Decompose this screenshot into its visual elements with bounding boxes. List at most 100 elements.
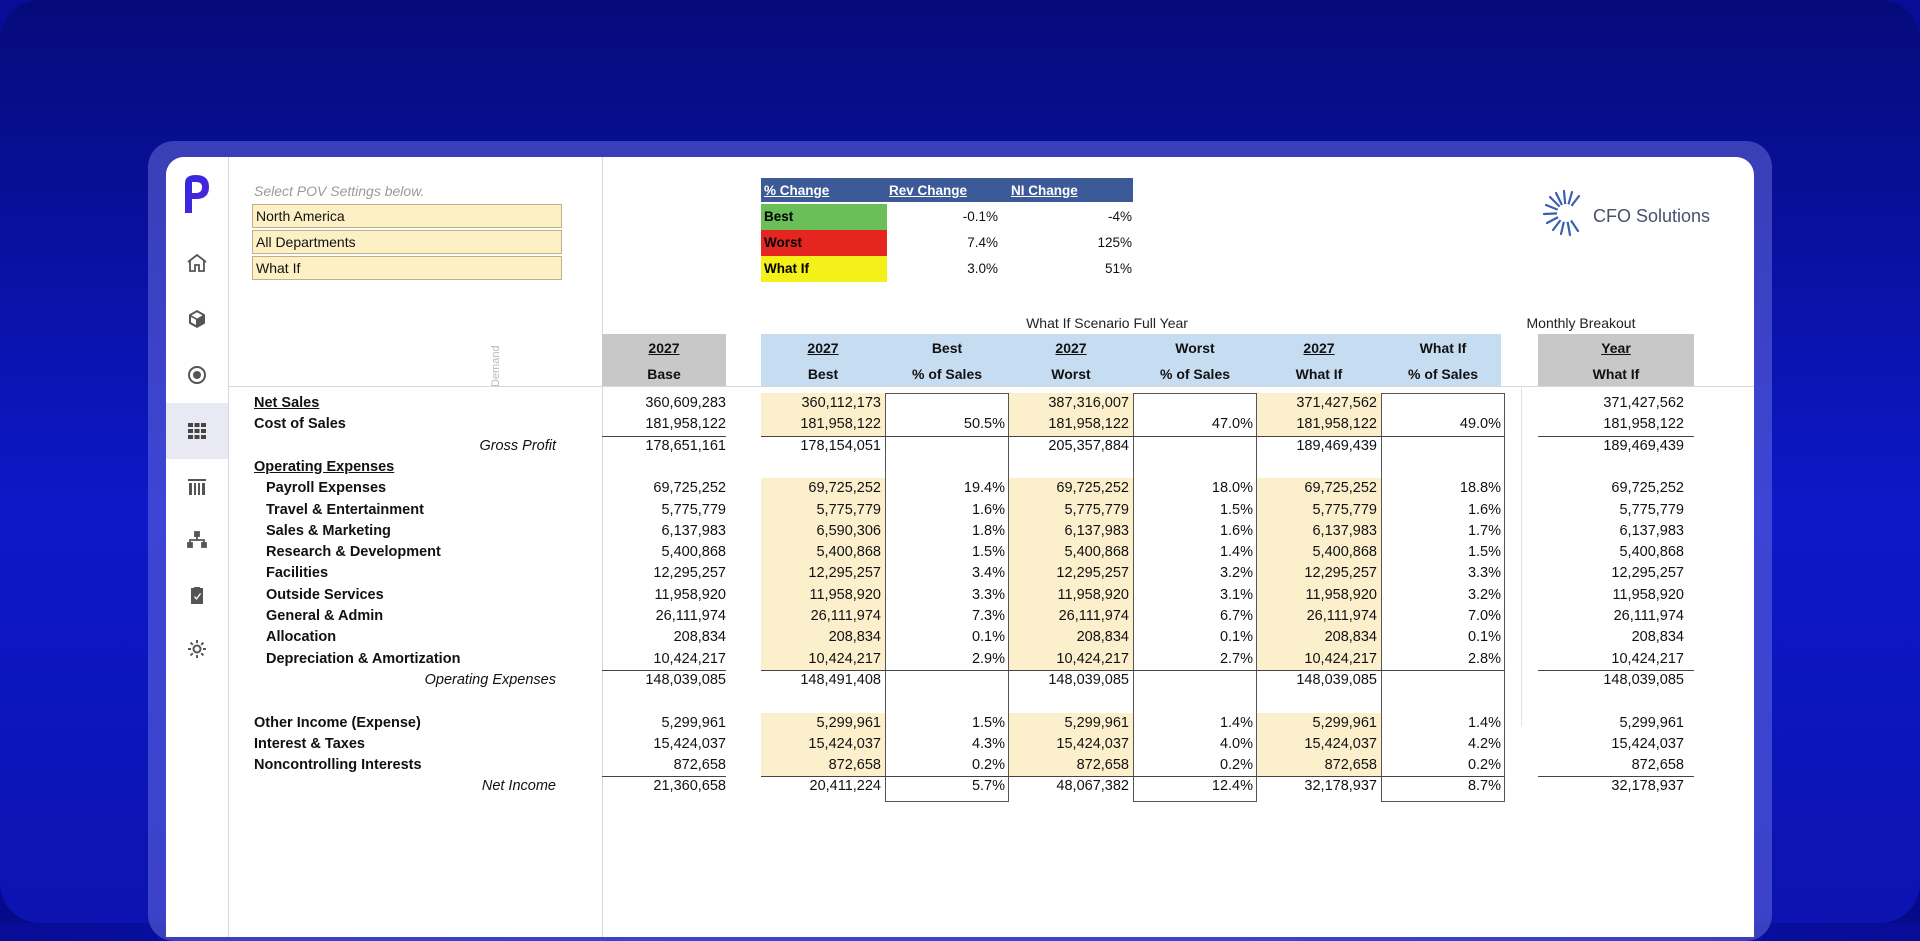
pct-column-box xyxy=(1133,393,1257,802)
whatif-pct-bottom: % of Sales xyxy=(1407,366,1479,382)
nav-target[interactable] xyxy=(166,351,228,399)
best-pct-cell: 2.9% xyxy=(971,650,1005,667)
total-rule xyxy=(761,776,1009,778)
pov-hint: Select POV Settings below. xyxy=(254,183,425,199)
header-divider xyxy=(228,386,1754,387)
best-cell-bg xyxy=(761,606,885,628)
row-label: Allocation xyxy=(266,629,337,646)
whatif-pct-cell: 0.2% xyxy=(1467,757,1501,774)
worst-cell-bg xyxy=(1009,648,1133,671)
whatif-cell: 5,299,961 xyxy=(1312,714,1377,731)
best-cell: 12,295,257 xyxy=(808,565,881,582)
row-label: Research & Development xyxy=(266,544,441,561)
monthly-cell: 208,834 xyxy=(1631,629,1684,646)
monthly-cell: 872,658 xyxy=(1631,757,1684,774)
nav-settings[interactable] xyxy=(166,625,228,673)
whatif-pct-top: What If xyxy=(1419,340,1467,356)
base-cell: 10,424,217 xyxy=(653,650,726,667)
best-pct-cell: 1.5% xyxy=(971,544,1005,561)
home-icon xyxy=(187,253,207,272)
row-label: Operating Expenses xyxy=(254,458,395,475)
worst-pct-cell: 0.2% xyxy=(1219,757,1253,774)
worst-cell-bg xyxy=(1009,563,1133,586)
worst-cell: 15,424,037 xyxy=(1056,735,1129,752)
worst-cell-bg xyxy=(1009,499,1133,522)
worst-cell: 387,316,007 xyxy=(1048,395,1129,411)
best-cell: 5,299,961 xyxy=(816,714,881,731)
worst-pct-cell: 1.6% xyxy=(1219,522,1253,539)
base-cell: 5,775,779 xyxy=(661,501,726,518)
best-cell: 178,154,051 xyxy=(800,437,881,454)
change-ni-whatif: 51% xyxy=(1104,261,1132,276)
worst-pct-bottom: % of Sales xyxy=(1159,366,1231,382)
monthly-cell: 181,958,122 xyxy=(1603,416,1684,433)
change-rev-worst: 7.4% xyxy=(967,235,998,250)
best-cell: 360,112,173 xyxy=(801,395,881,411)
worst-cell: 208,834 xyxy=(1076,629,1129,646)
best-cell-bg xyxy=(761,712,885,735)
row-label: Other Income (Expense) xyxy=(254,714,421,731)
worst-year: 2027 xyxy=(1055,340,1087,356)
nav-grid[interactable] xyxy=(166,403,228,459)
pov-department-select[interactable]: All Departments xyxy=(252,230,562,254)
row-label: Net Income xyxy=(481,778,556,795)
monthly-divider xyxy=(1521,386,1522,726)
nav-models[interactable] xyxy=(166,295,228,343)
grid-icon xyxy=(188,423,206,439)
worst-cell: 26,111,974 xyxy=(1058,608,1129,624)
whatif-cell: 15,424,037 xyxy=(1304,735,1377,752)
base-cell: 5,400,868 xyxy=(661,544,726,561)
monthly-cell: 148,039,085 xyxy=(1603,671,1684,688)
best-cell-bg xyxy=(761,542,885,564)
best-pct-cell: 19.4% xyxy=(963,480,1005,497)
total-rule xyxy=(602,776,726,778)
total-rule xyxy=(761,669,1009,671)
whatif-cell: 11,958,920 xyxy=(1305,586,1378,603)
worst-cell-bg xyxy=(1009,606,1133,628)
row-label: Travel & Entertainment xyxy=(266,501,424,518)
total-rule xyxy=(602,435,726,437)
best-pct-cell: 50.5% xyxy=(963,416,1005,433)
monthly-cell: 6,137,983 xyxy=(1619,522,1684,539)
row-label: Noncontrolling Interests xyxy=(254,757,422,774)
whatif-pct-cell: 8.7% xyxy=(1467,778,1501,795)
app-logo xyxy=(185,175,209,213)
base-year: 2027 xyxy=(648,340,680,356)
best-pct-cell: 1.5% xyxy=(971,714,1005,731)
pov-divider xyxy=(602,157,603,937)
nav-hierarchy[interactable] xyxy=(166,517,228,565)
whatif-cell: 6,137,983 xyxy=(1312,522,1377,539)
best-cell: 148,491,408 xyxy=(800,671,881,688)
whatif-cell-bg xyxy=(1257,755,1381,777)
best-pct-cell: 1.8% xyxy=(971,522,1005,539)
pov-region-select[interactable]: North America xyxy=(252,204,562,228)
worst-cell: 205,357,884 xyxy=(1048,437,1129,454)
base-cell: 148,039,085 xyxy=(645,671,726,688)
cfo-solutions-logo xyxy=(1542,189,1581,237)
base-cell: 15,424,037 xyxy=(653,735,726,752)
best-cell-bg xyxy=(761,563,885,586)
worst-name: Worst xyxy=(1051,366,1091,382)
base-cell: 11,958,920 xyxy=(654,586,727,603)
monthly-cell: 5,775,779 xyxy=(1619,501,1684,518)
whatif-cell: 26,111,974 xyxy=(1306,608,1377,624)
worst-cell: 872,658 xyxy=(1076,757,1129,774)
monthly-cell: 12,295,257 xyxy=(1611,565,1684,582)
worst-pct-cell: 1.4% xyxy=(1219,714,1253,731)
monthly-cell: 5,400,868 xyxy=(1619,544,1684,561)
best-year: 2027 xyxy=(807,340,839,356)
nav-tasks[interactable] xyxy=(166,571,228,619)
nav-building[interactable] xyxy=(166,463,228,511)
worst-cell: 6,137,983 xyxy=(1064,522,1129,539)
nav-home[interactable] xyxy=(166,239,228,287)
best-pct-cell: 5.7% xyxy=(971,778,1005,795)
worst-pct-cell: 47.0% xyxy=(1211,416,1253,433)
whatif-cell: 371,427,562 xyxy=(1296,395,1377,411)
monthly-cell: 26,111,974 xyxy=(1613,608,1684,624)
pov-scenario-select[interactable]: What If xyxy=(252,256,562,280)
worst-cell-bg xyxy=(1009,414,1133,437)
worst-cell: 48,067,382 xyxy=(1056,778,1129,795)
worst-cell: 181,958,122 xyxy=(1048,416,1129,433)
whatif-pct-cell: 1.4% xyxy=(1467,714,1501,731)
total-rule xyxy=(1009,776,1257,778)
